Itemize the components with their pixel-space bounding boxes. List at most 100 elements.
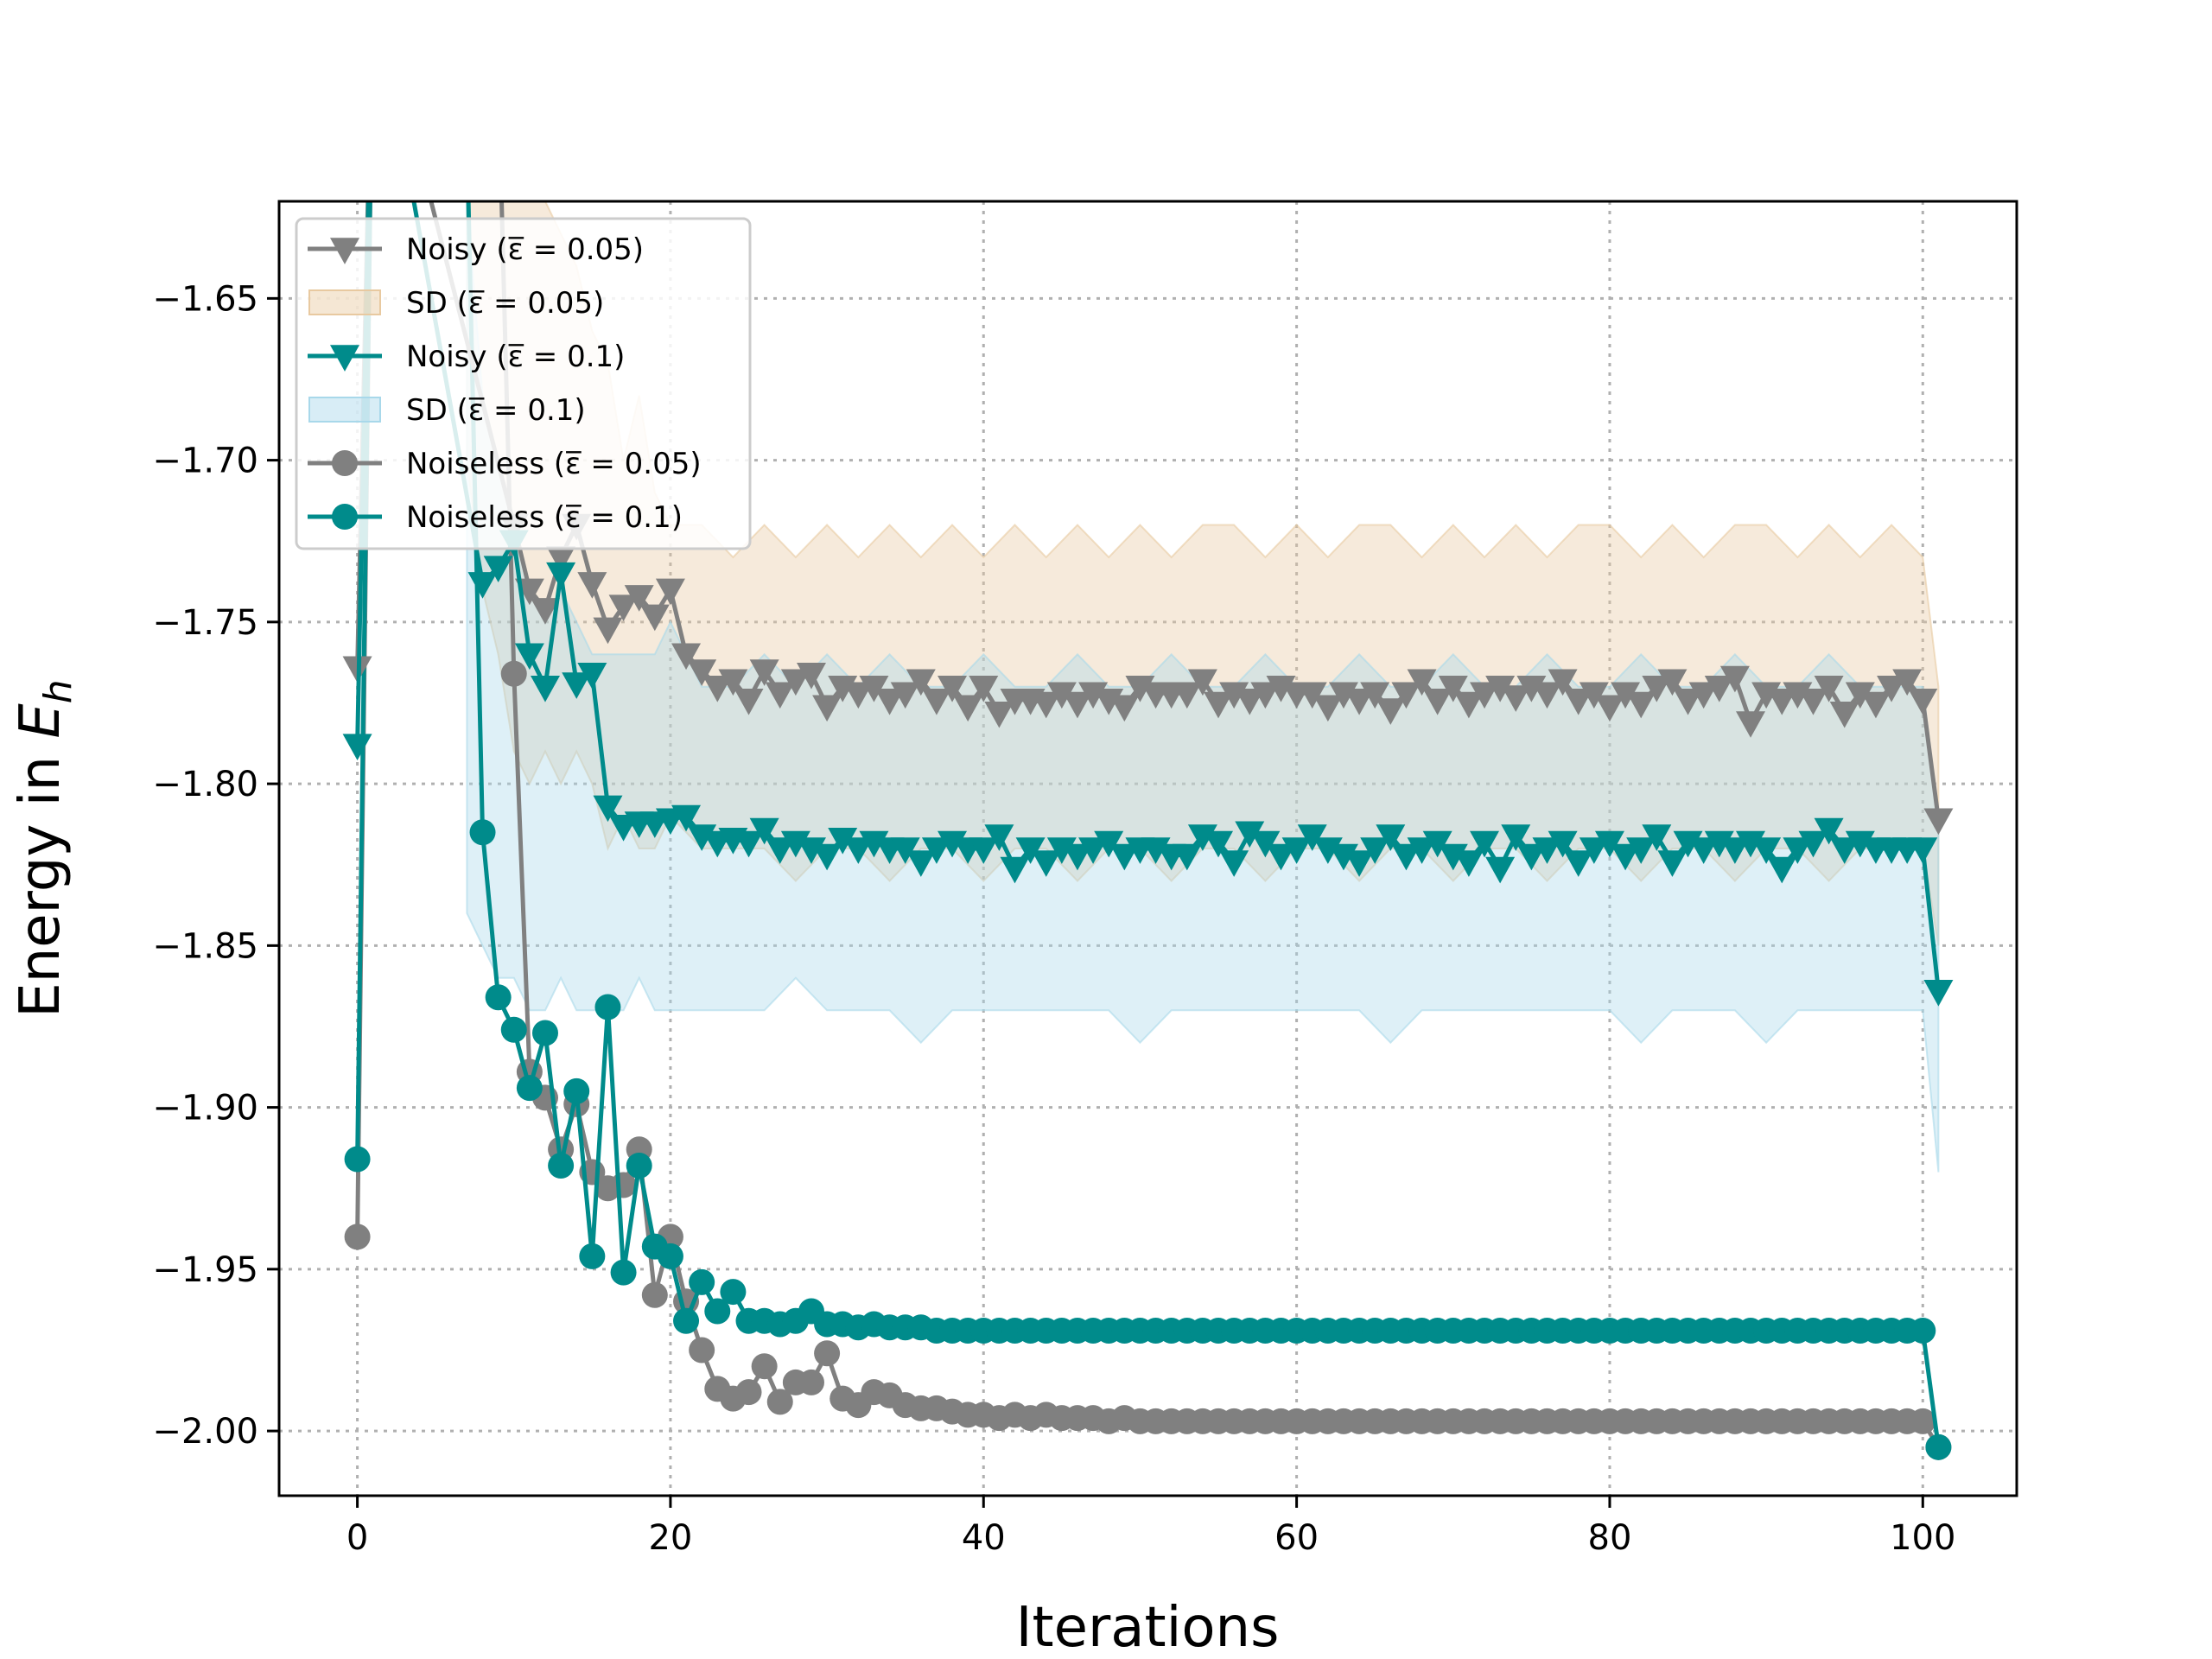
legend-marker <box>332 504 358 530</box>
data-point <box>1109 843 1140 871</box>
data-point <box>514 643 544 671</box>
data-point <box>890 837 920 864</box>
data-point <box>1877 676 1907 702</box>
data-point <box>1250 682 1281 709</box>
data-point <box>969 837 999 864</box>
data-point <box>796 663 826 690</box>
x-tick-label: 20 <box>648 1518 692 1558</box>
y-tick-label: −1.70 <box>152 442 258 481</box>
data-point <box>984 824 1014 851</box>
x-axis-title: Iterations <box>1016 1596 1280 1659</box>
data-point <box>1015 837 1046 864</box>
data-point <box>1501 824 1531 851</box>
data-point <box>608 594 639 621</box>
data-point <box>1910 1408 1936 1434</box>
data-point <box>1407 837 1437 864</box>
data-point <box>1704 676 1734 702</box>
data-point <box>1908 837 1938 864</box>
data-point <box>1657 669 1688 696</box>
data-point <box>1266 843 1296 871</box>
data-point <box>921 837 951 864</box>
legend-label: Noiseless (ε̅ = 0.1) <box>406 500 683 535</box>
data-point <box>735 1379 762 1406</box>
y-axis-title: Energy in Eh <box>9 679 80 1017</box>
data-point <box>1062 843 1092 871</box>
data-point <box>1548 830 1578 858</box>
data-point <box>1642 824 1672 851</box>
legend-label: Noisy (ε̅ = 0.1) <box>406 340 625 374</box>
data-point <box>530 598 560 625</box>
series-lines <box>342 201 1954 1460</box>
data-point <box>1579 682 1609 709</box>
data-point <box>828 828 858 855</box>
data-point <box>1611 682 1641 709</box>
data-point <box>1062 691 1092 719</box>
data-point <box>1910 1318 1936 1344</box>
data-point <box>1297 682 1327 709</box>
legend-marker <box>330 238 359 264</box>
data-point <box>577 663 607 690</box>
data-point <box>579 1243 606 1269</box>
y-tick-label: −1.85 <box>152 926 258 966</box>
data-point <box>1516 843 1547 871</box>
data-point <box>655 578 685 606</box>
y-tick-label: −1.95 <box>152 1250 258 1290</box>
plot-frame <box>277 200 2018 1497</box>
data-point <box>1235 688 1265 715</box>
data-point <box>562 672 592 699</box>
data-point <box>812 695 842 722</box>
data-point <box>953 695 983 722</box>
data-point <box>1594 830 1624 858</box>
data-point <box>673 1307 700 1334</box>
data-point <box>594 994 621 1020</box>
data-point <box>1579 837 1609 864</box>
data-point <box>1798 830 1828 858</box>
data-point <box>546 562 576 589</box>
data-point <box>843 682 874 709</box>
data-point <box>1172 843 1202 871</box>
data-point <box>531 1020 558 1046</box>
data-point <box>1611 843 1641 871</box>
data-point <box>1187 669 1217 696</box>
data-point <box>1078 837 1109 864</box>
data-point <box>749 659 779 686</box>
data-point <box>1563 688 1593 715</box>
data-point <box>689 1337 715 1363</box>
data-point <box>1360 682 1390 709</box>
data-point <box>1422 830 1452 858</box>
legend-label: Noiseless (ε̅ = 0.05) <box>406 447 702 481</box>
x-axis-ticks: 0 20 40 60 80 100 <box>346 1496 1955 1558</box>
data-point <box>1719 665 1750 693</box>
data-point <box>984 701 1014 728</box>
data-point <box>500 1016 527 1043</box>
y-tick-label: −1.65 <box>152 279 258 319</box>
data-point <box>1814 817 1844 845</box>
data-point <box>1344 850 1375 877</box>
data-point <box>780 669 810 696</box>
data-point <box>1360 837 1390 864</box>
y-tick-label: −2.00 <box>152 1412 258 1452</box>
data-point <box>1438 676 1468 702</box>
data-point <box>938 676 968 702</box>
data-point <box>639 604 670 632</box>
data-point <box>814 1340 841 1367</box>
data-point <box>1767 856 1797 884</box>
data-point <box>1470 830 1500 858</box>
data-point <box>1736 711 1766 738</box>
data-point <box>1925 1433 1952 1460</box>
data-point <box>1204 830 1234 858</box>
data-point <box>577 572 607 599</box>
data-point <box>1031 691 1061 719</box>
data-point <box>1673 688 1703 715</box>
data-point <box>1485 856 1516 884</box>
legend-label: Noisy (ε̅ = 0.05) <box>406 232 644 267</box>
data-point <box>1892 669 1923 696</box>
data-point <box>1000 856 1030 884</box>
data-point <box>1453 691 1484 719</box>
legend-label: SD (ε̅ = 0.05) <box>406 286 604 321</box>
data-point <box>1923 808 1954 836</box>
y-axis-title-symbol: E <box>9 703 73 739</box>
data-point <box>689 1268 715 1295</box>
data-point <box>1688 682 1719 709</box>
